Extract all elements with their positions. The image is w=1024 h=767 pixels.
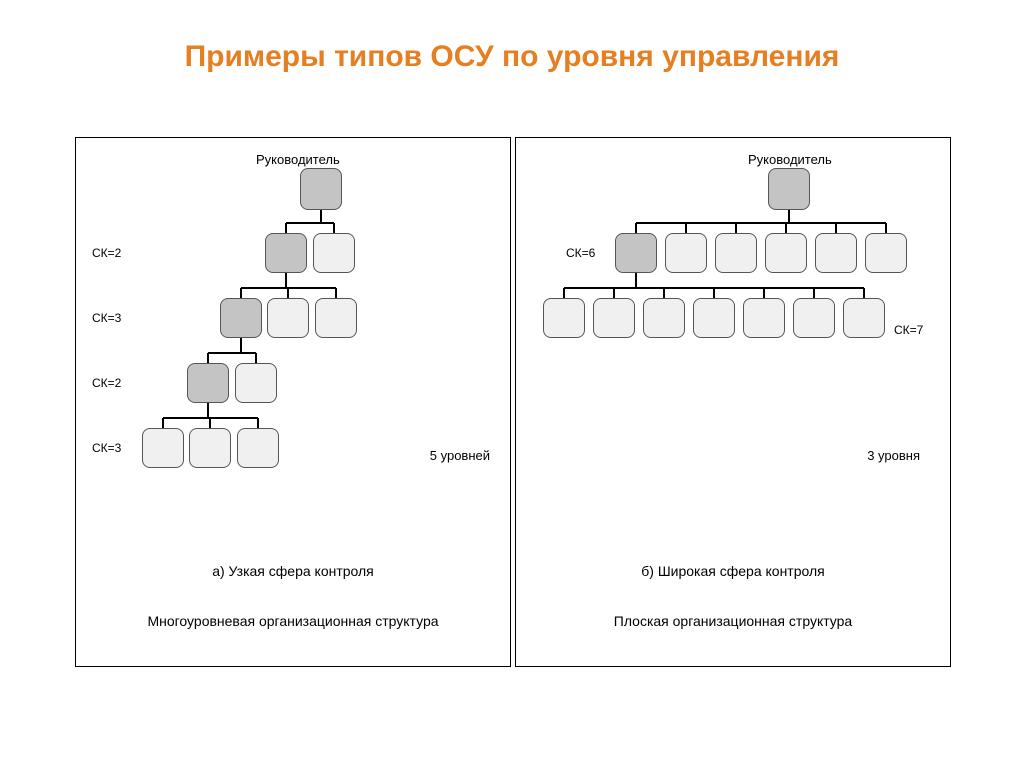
panel-a: Руководитель СК=2 СК=3 СК=2 СК=3 5 уровн… bbox=[75, 137, 511, 667]
sk-label-b2: СК=7 bbox=[894, 323, 923, 337]
sk-label-1: СК=2 bbox=[92, 246, 121, 260]
node-b-r2-1 bbox=[543, 298, 585, 338]
node-r1-1 bbox=[265, 233, 307, 273]
node-b-r1-6 bbox=[865, 233, 907, 273]
leader-label-a: Руководитель bbox=[256, 152, 340, 167]
levels-text-b: 3 уровня bbox=[867, 448, 920, 463]
node-b-r1-5 bbox=[815, 233, 857, 273]
node-b-r2-7 bbox=[843, 298, 885, 338]
node-b-r2-2 bbox=[593, 298, 635, 338]
node-b-r1-1 bbox=[615, 233, 657, 273]
node-b-r1-2 bbox=[665, 233, 707, 273]
node-r3-2 bbox=[235, 363, 277, 403]
sk-label-b1: СК=6 bbox=[566, 246, 595, 260]
sk-label-2: СК=3 bbox=[92, 311, 121, 325]
page: Примеры типов ОСУ по уровня управления bbox=[0, 0, 1024, 767]
levels-text-a: 5 уровней bbox=[430, 448, 490, 463]
node-r1-2 bbox=[313, 233, 355, 273]
sk-label-4: СК=3 bbox=[92, 441, 121, 455]
node-b-r2-5 bbox=[743, 298, 785, 338]
node-r4-3 bbox=[237, 428, 279, 468]
node-r2-2 bbox=[267, 298, 309, 338]
page-title: Примеры типов ОСУ по уровня управления bbox=[0, 40, 1024, 74]
node-r2-1 bbox=[220, 298, 262, 338]
node-b-r2-4 bbox=[693, 298, 735, 338]
node-r4-2 bbox=[189, 428, 231, 468]
node-b-r1-3 bbox=[715, 233, 757, 273]
node-r4-1 bbox=[142, 428, 184, 468]
node-r3-1 bbox=[187, 363, 229, 403]
caption-a2: Многоуровневая организационная структура bbox=[76, 613, 510, 629]
leader-label-b: Руководитель bbox=[748, 152, 832, 167]
node-b-r2-3 bbox=[643, 298, 685, 338]
caption-a1: а) Узкая сфера контроля bbox=[76, 563, 510, 579]
panel-b-connectors bbox=[516, 138, 952, 668]
node-b-r1-4 bbox=[765, 233, 807, 273]
node-r2-3 bbox=[315, 298, 357, 338]
caption-b1: б) Широкая сфера контроля bbox=[516, 563, 950, 579]
sk-label-3: СК=2 bbox=[92, 376, 121, 390]
panel-b: Руководитель СК=6 СК=7 3 уровня б) Широк… bbox=[515, 137, 951, 667]
leader-node-b bbox=[768, 168, 810, 210]
panel-a-connectors bbox=[76, 138, 512, 668]
leader-node-a bbox=[300, 168, 342, 210]
node-b-r2-6 bbox=[793, 298, 835, 338]
caption-b2: Плоская организационная структура bbox=[516, 613, 950, 629]
